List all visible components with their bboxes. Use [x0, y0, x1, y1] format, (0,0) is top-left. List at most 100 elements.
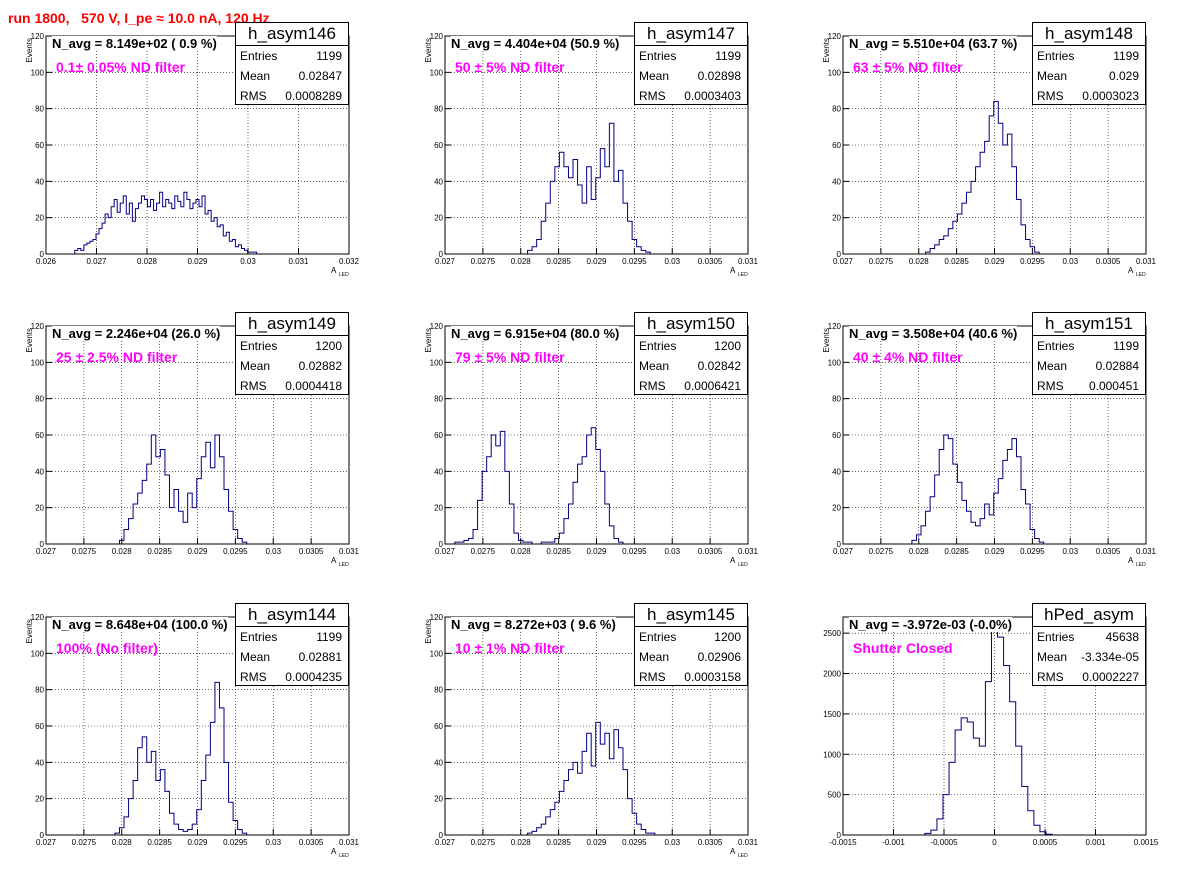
- y-tick-label: 0: [40, 831, 45, 840]
- y-tick-label: 0: [837, 540, 842, 549]
- y-tick-label: 2500: [823, 629, 841, 638]
- y-tick-label: 0: [439, 831, 444, 840]
- x-tick-label: 0.0275: [72, 838, 97, 847]
- y-tick-label: 80: [434, 395, 443, 404]
- stats-row-rms: RMS 0.0003158: [635, 667, 747, 687]
- stats-box: h_asym144 Entries 1199 Mean 0.02881 RMS 0.0004…: [235, 603, 349, 686]
- stats-row-mean: Mean 0.02881: [236, 647, 348, 667]
- x-tick-label: 0.032: [339, 257, 360, 266]
- stats-box: h_asym151 Entries 1199 Mean 0.02884 RMS 0.0004…: [1032, 312, 1146, 395]
- y-tick-label: 0: [439, 250, 444, 259]
- stats-row-entries: Entries 1199: [236, 627, 348, 647]
- stats-row-mean: Mean 0.02906: [635, 647, 747, 667]
- stats-value-mean: 0.029: [1108, 69, 1139, 83]
- x-tick-label: 0.03: [664, 838, 680, 847]
- histogram-name: hPed_asym: [1033, 604, 1145, 627]
- y-tick-label: 20: [832, 504, 841, 513]
- stats-label-mean: Mean: [240, 69, 271, 83]
- stats-value-mean: 0.02847: [298, 69, 342, 83]
- x-tick-label: 0.0305: [1096, 257, 1121, 266]
- x-tick-label: 0.0285: [944, 547, 969, 556]
- x-tick-label: 0.028: [137, 257, 158, 266]
- x-tick-label: 0.028: [511, 257, 532, 266]
- x-tick-label: 0.031: [288, 257, 309, 266]
- stats-value-entries: 1199: [715, 49, 741, 63]
- stats-row-entries: Entries 1199: [1033, 46, 1145, 66]
- navg-label: N_avg = 8.648e+04 (100.0 %): [52, 617, 228, 632]
- x-tick-label: 0.03: [664, 257, 680, 266]
- y-axis-label: Events: [424, 328, 433, 352]
- y-tick-label: 100: [31, 649, 45, 658]
- x-tick-label: 0.028: [112, 838, 133, 847]
- y-tick-label: 40: [434, 758, 443, 767]
- x-tick-label: 0.031: [339, 838, 360, 847]
- x-axis-label-subscript: LED: [1136, 272, 1146, 278]
- x-tick-label: 0.029: [586, 838, 607, 847]
- x-tick-label: 0.029: [984, 257, 1005, 266]
- x-tick-label: 0: [992, 838, 997, 847]
- y-tick-label: 100: [430, 649, 444, 658]
- y-tick-label: 40: [832, 467, 841, 476]
- x-tick-label: 0.0285: [147, 547, 172, 556]
- stats-value-mean: 0.02842: [697, 359, 741, 373]
- y-axis-label: Events: [822, 38, 831, 62]
- y-tick-label: 60: [832, 431, 841, 440]
- x-tick-label: 0.031: [1136, 257, 1157, 266]
- y-tick-label: 20: [35, 504, 44, 513]
- x-tick-label: 0.03: [664, 547, 680, 556]
- stats-box: h_asym146 Entries 1199 Mean 0.02847 RMS 0.0008…: [235, 22, 349, 105]
- stats-label-rms: RMS: [240, 89, 267, 103]
- y-tick-label: 60: [35, 431, 44, 440]
- filter-label: 50 ± 5% ND filter: [455, 59, 565, 75]
- histogram-bin: [1010, 702, 1016, 835]
- x-tick-label: 0.027: [86, 257, 107, 266]
- stats-label-entries: Entries: [639, 49, 677, 63]
- histogram-bin: [1016, 746, 1022, 835]
- stats-box: h_asym150 Entries 1200 Mean 0.02842 RMS 0.0006…: [634, 312, 748, 395]
- x-tick-label: 0.026: [36, 257, 57, 266]
- x-tick-label: 0.0305: [698, 257, 723, 266]
- histogram-series: [924, 628, 1053, 835]
- y-tick-label: 20: [434, 795, 443, 804]
- stats-label-entries: Entries: [240, 630, 278, 644]
- filter-label: 100% (No filter): [56, 640, 158, 656]
- x-tick-label: 0.028: [511, 838, 532, 847]
- x-axis-label: A: [730, 556, 736, 565]
- x-axis-label: A: [331, 847, 337, 856]
- navg-label: N_avg = 8.272e+03 ( 9.6 %): [451, 617, 616, 632]
- stats-box: h_asym147 Entries 1199 Mean 0.02898 RMS 0.0003…: [634, 22, 748, 105]
- y-axis-label: Events: [424, 38, 433, 62]
- navg-label: N_avg = 6.915e+04 (80.0 %): [451, 326, 620, 341]
- x-tick-label: 0.031: [738, 257, 759, 266]
- y-tick-label: 40: [434, 467, 443, 476]
- y-tick-label: 100: [430, 358, 444, 367]
- y-tick-label: 20: [434, 214, 443, 223]
- x-tick-label: 0.031: [339, 547, 360, 556]
- y-tick-label: 60: [35, 141, 44, 150]
- stats-value-mean: 0.02882: [298, 359, 342, 373]
- stats-row-mean: Mean 0.02847: [236, 66, 348, 86]
- stats-value-rms: 0.0003023: [1082, 89, 1139, 103]
- y-tick-label: 120: [430, 613, 444, 622]
- x-axis-label-subscript: LED: [339, 853, 349, 859]
- stats-box: h_asym145 Entries 1200 Mean 0.02906 RMS 0.0003…: [634, 603, 748, 686]
- x-tick-label: 0.0285: [546, 547, 571, 556]
- filter-label: 10 ± 1% ND filter: [455, 640, 565, 656]
- y-tick-label: 40: [35, 467, 44, 476]
- x-tick-label: 0.0275: [869, 257, 894, 266]
- x-tick-label: 0.0285: [546, 257, 571, 266]
- x-tick-label: 0.0305: [698, 838, 723, 847]
- x-tick-label: 0.03: [1062, 257, 1078, 266]
- stats-row-entries: Entries 1200: [635, 336, 747, 356]
- stats-row-rms: RMS 0.0002227: [1033, 667, 1145, 687]
- histogram-series: [527, 721, 656, 835]
- x-tick-label: 0.027: [36, 547, 57, 556]
- y-tick-label: 120: [430, 322, 444, 331]
- x-tick-label: 0.028: [909, 547, 930, 556]
- stats-value-entries: 45638: [1105, 630, 1139, 644]
- x-tick-label: -0.0015: [829, 838, 857, 847]
- y-tick-label: 60: [434, 431, 443, 440]
- x-axis-label-subscript: LED: [339, 272, 349, 278]
- histogram-bin: [985, 682, 991, 835]
